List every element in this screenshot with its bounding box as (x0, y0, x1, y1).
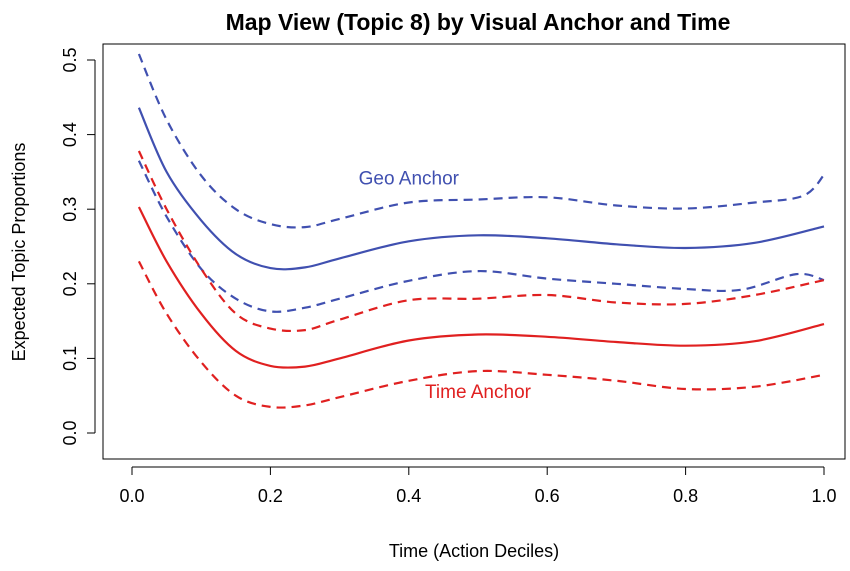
x-tick-label: 1.0 (811, 486, 836, 506)
x-tick-label: 0.2 (258, 486, 283, 506)
chart-title: Map View (Topic 8) by Visual Anchor and … (226, 9, 731, 35)
time-anchor-lower-line (137, 260, 825, 409)
annotation-layer: Geo Anchor Time Anchor (359, 169, 532, 403)
y-tick-label: 0.0 (60, 420, 80, 445)
x-tick-label: 0.4 (396, 486, 421, 506)
time-anchor-label: Time Anchor (425, 382, 532, 403)
x-tick-label: 0.8 (673, 486, 698, 506)
y-tick-label: 0.3 (60, 197, 80, 222)
y-tick-label: 0.2 (60, 271, 80, 296)
y-axis: 0.0 0.1 0.2 0.3 0.4 0.5 (60, 47, 96, 446)
geo-anchor-estimate-line (137, 107, 825, 271)
x-axis-label: Time (Action Deciles) (389, 541, 559, 561)
x-tick-label: 0.6 (535, 486, 560, 506)
plot-frame (102, 43, 846, 460)
geo-anchor-label: Geo Anchor (359, 169, 460, 190)
y-tick-label: 0.1 (60, 346, 80, 371)
plot-area: Geo Anchor Time Anchor (102, 43, 846, 460)
series-layer (137, 53, 825, 409)
y-tick-label: 0.5 (60, 47, 80, 72)
geo-anchor-lower-line (137, 160, 825, 313)
x-ticks: 0.0 0.2 0.4 0.6 0.8 1.0 (119, 467, 837, 506)
y-tick-label: 0.4 (60, 122, 80, 147)
y-ticks: 0.0 0.1 0.2 0.3 0.4 0.5 (60, 47, 95, 446)
geo-anchor-upper-line (137, 53, 825, 229)
x-tick-label: 0.0 (119, 486, 144, 506)
y-axis-label: Expected Topic Proportions (9, 143, 29, 362)
time-anchor-upper-line (137, 150, 825, 333)
time-anchor-estimate-line (137, 206, 825, 369)
x-axis: 0.0 0.2 0.4 0.6 0.8 1.0 (119, 466, 837, 506)
